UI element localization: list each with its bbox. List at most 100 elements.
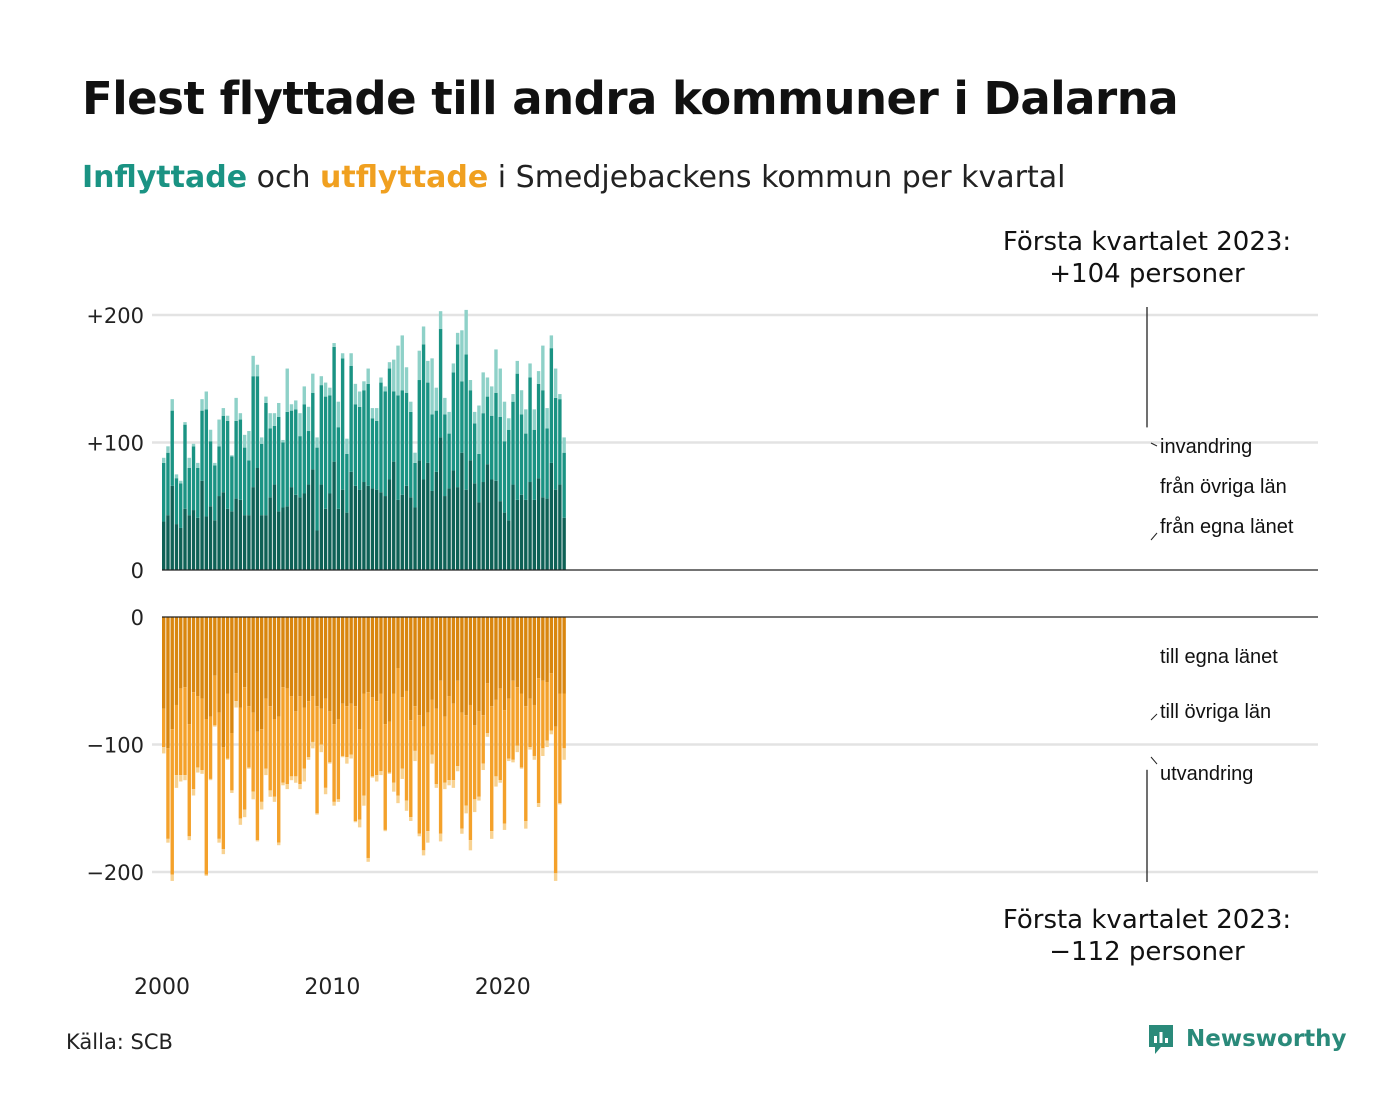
- inflyttade-bar-in-egna: [562, 517, 566, 570]
- utflyttade-bar-out-utvandring: [234, 701, 238, 708]
- utflyttade-bar-out-egna: [294, 617, 298, 712]
- inflyttade-bar-in-egna: [511, 484, 515, 570]
- utflyttade-bar-out-ovriga: [204, 719, 208, 875]
- inflyttade-bar-in-ovriga: [383, 391, 387, 497]
- newsworthy-logo: Newsworthy: [1146, 1022, 1347, 1056]
- inflyttade-bar-in-invandring: [230, 455, 234, 457]
- inflyttade-bar-in-egna: [472, 483, 477, 570]
- inflyttade-bar-in-invandring: [328, 387, 332, 396]
- inflyttade-bar-in-egna: [170, 485, 174, 570]
- inflyttade-bar-in-egna: [438, 437, 443, 570]
- utflyttade-bar-out-utvandring: [494, 776, 498, 787]
- utflyttade-bar-out-utvandring: [225, 758, 230, 760]
- inflyttade-bar-in-invandring: [451, 363, 456, 373]
- inflyttade-bar-in-ovriga: [455, 344, 460, 488]
- utflyttade-bar-out-utvandring: [200, 770, 204, 774]
- utflyttade-bar-out-egna: [536, 617, 541, 679]
- inflyttade-bar-in-egna: [455, 487, 460, 571]
- inflyttade-bar-in-ovriga: [409, 411, 413, 498]
- utflyttade-bar-out-ovriga: [225, 693, 230, 759]
- inflyttade-bar-in-invandring: [528, 363, 532, 378]
- utflyttade-bar-out-ovriga: [494, 699, 498, 777]
- utflyttade-bar-out-egna: [272, 617, 277, 719]
- label-fran-egna-lanet: från egna länet: [1160, 516, 1294, 538]
- utflyttade-bar-out-ovriga: [187, 724, 191, 837]
- utflyttade-bar-out-utvandring: [357, 819, 362, 828]
- inflyttade-bar-in-egna: [485, 464, 490, 570]
- inflyttade-bar-in-ovriga: [208, 441, 213, 507]
- inflyttade-bar-in-invandring: [468, 380, 473, 391]
- inflyttade-bar-in-egna: [349, 471, 353, 570]
- inflyttade-bar-in-invandring: [174, 474, 179, 479]
- utflyttade-bar-out-utvandring: [323, 787, 328, 795]
- inflyttade-bar-in-egna: [183, 508, 187, 570]
- inflyttade-bar-in-ovriga: [264, 402, 268, 516]
- inflyttade-bar-in-egna: [370, 488, 375, 570]
- utflyttade-bar-out-utvandring: [213, 725, 217, 727]
- inflyttade-bar-in-egna: [417, 460, 421, 570]
- utflyttade-bar-out-utvandring: [349, 754, 353, 759]
- utflyttade-bar-out-egna: [251, 617, 255, 713]
- inflyttade-bar-in-ovriga: [379, 382, 383, 493]
- inflyttade-bar-in-invandring: [277, 402, 281, 417]
- inflyttade-bar-in-ovriga: [306, 431, 311, 485]
- utflyttade-bar-out-utvandring: [268, 790, 272, 797]
- utflyttade-bar-out-egna: [242, 617, 247, 688]
- inflyttade-bar-in-invandring: [366, 368, 370, 384]
- utflyttade-bar-out-egna: [315, 617, 319, 707]
- utflyttade-bar-out-ovriga: [315, 706, 319, 814]
- leader-utvandring: [1150, 756, 1158, 765]
- inflyttade-bar-in-ovriga: [443, 414, 447, 497]
- utflyttade-bar-out-egna: [353, 617, 358, 707]
- inflyttade-bar-in-invandring: [490, 386, 494, 416]
- inflyttade-bar-in-egna: [379, 492, 383, 570]
- inflyttade-bar-in-invandring: [162, 457, 166, 463]
- inflyttade-bar-in-egna: [332, 461, 336, 570]
- utflyttade-bar-out-utvandring: [536, 803, 541, 807]
- utflyttade-bar-out-ovriga: [242, 687, 247, 810]
- utflyttade-bar-out-egna: [264, 617, 268, 699]
- inflyttade-bar-in-invandring: [259, 437, 264, 444]
- inflyttade-bar-in-ovriga: [485, 396, 490, 465]
- inflyttade-bar-in-egna: [558, 484, 562, 570]
- utflyttade-bar-out-ovriga: [328, 711, 332, 763]
- utflyttade-bar-out-utvandring: [230, 790, 234, 793]
- inflyttade-bar-in-invandring: [294, 400, 298, 410]
- utflyttade-bar-out-ovriga: [183, 687, 187, 776]
- inflyttade-bar-in-ovriga: [225, 420, 230, 509]
- inflyttade-bar-in-invandring: [421, 326, 426, 345]
- inflyttade-bar-in-ovriga: [323, 396, 328, 509]
- utflyttade-bar-out-egna: [558, 617, 562, 694]
- inflyttade-bar-in-ovriga: [370, 418, 375, 489]
- utflyttade-bar-out-ovriga: [255, 731, 260, 841]
- x-tick-label: 2000: [134, 975, 190, 1000]
- utflyttade-bar-out-ovriga: [536, 678, 541, 804]
- utflyttade-bar-out-ovriga: [507, 698, 511, 759]
- inflyttade-bar-in-ovriga: [417, 380, 421, 461]
- inflyttade-bar-in-invandring: [217, 419, 221, 447]
- y-tick-label-top: +200: [86, 304, 144, 328]
- label-invandring: invandring: [1160, 436, 1252, 458]
- utflyttade-bar-out-utvandring: [447, 780, 451, 786]
- utflyttade-bar-out-egna: [481, 617, 485, 716]
- utflyttade-bar-out-ovriga: [166, 748, 170, 839]
- inflyttade-bar-in-invandring: [332, 343, 336, 347]
- inflyttade-bar-in-ovriga: [187, 468, 191, 516]
- utflyttade-bar-out-ovriga: [392, 693, 396, 783]
- inflyttade-bar-in-ovriga: [162, 462, 166, 522]
- utflyttade-bar-out-utvandring: [379, 771, 383, 776]
- inflyttade-bar-in-invandring: [379, 377, 383, 383]
- utflyttade-bar-out-ovriga: [430, 699, 434, 755]
- inflyttade-bar-in-ovriga: [362, 390, 366, 483]
- subtitle-och: och: [247, 160, 320, 195]
- inflyttade-bar-in-ovriga: [204, 409, 208, 517]
- utflyttade-bar-out-egna: [277, 617, 281, 717]
- utflyttade-bar-out-egna: [430, 617, 434, 700]
- utflyttade-bar-out-ovriga: [460, 712, 464, 829]
- inflyttade-bar-in-invandring: [315, 437, 319, 448]
- utflyttade-bar-out-ovriga: [413, 706, 417, 751]
- inflyttade-bar-in-ovriga: [174, 478, 179, 525]
- x-tick-label: 2020: [475, 975, 531, 1000]
- inflyttade-bar-in-invandring: [477, 405, 481, 454]
- y-tick-label-bottom: 0: [131, 606, 144, 630]
